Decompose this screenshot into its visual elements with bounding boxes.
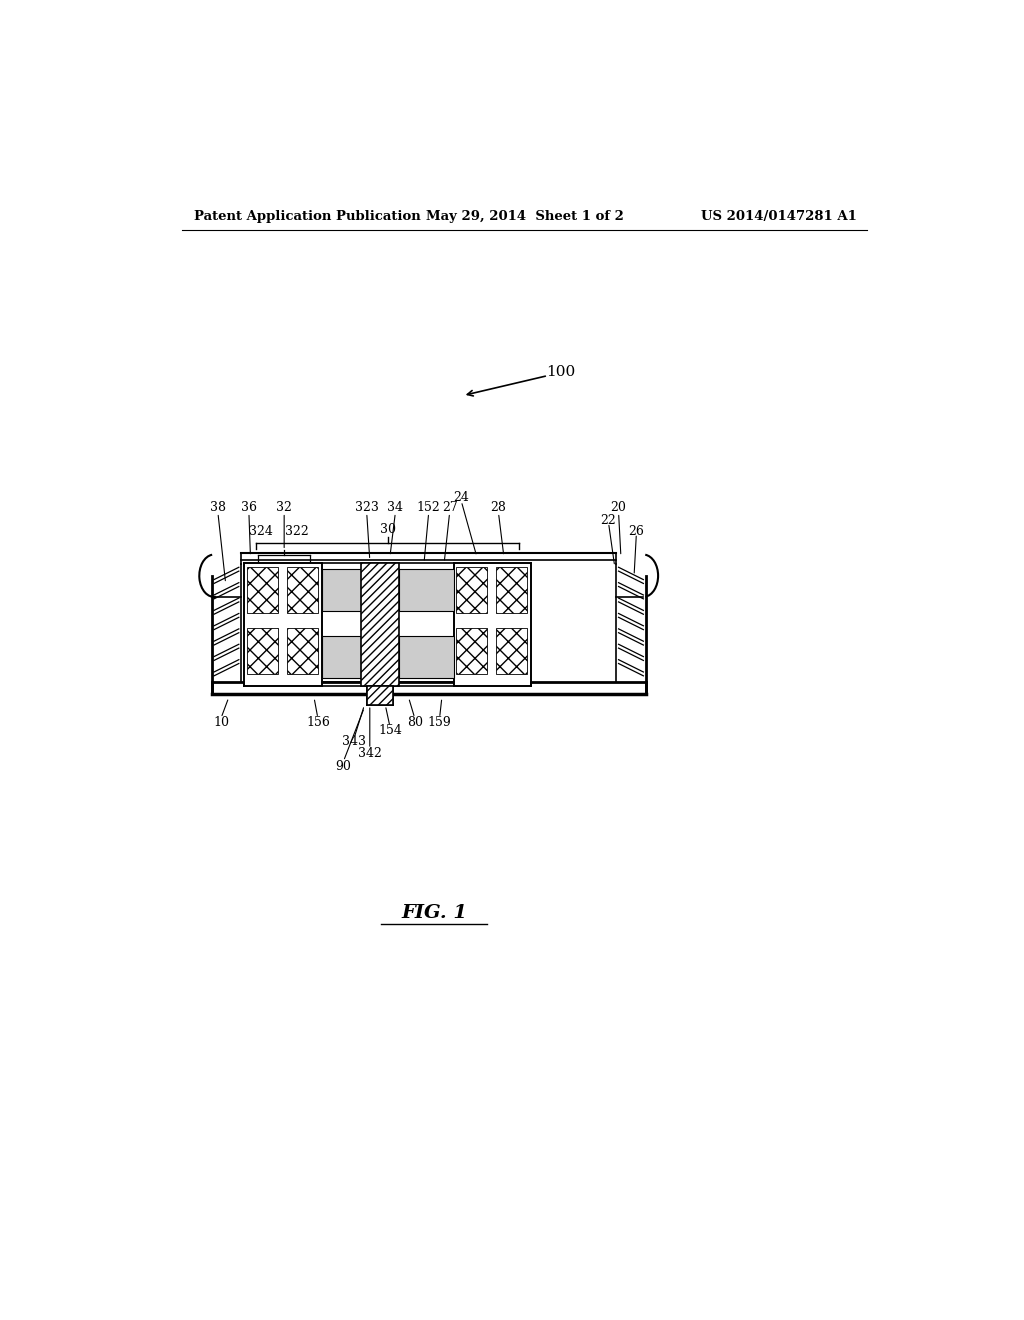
Bar xyxy=(456,566,486,612)
Bar xyxy=(399,636,454,678)
Bar xyxy=(454,562,531,686)
Text: 156: 156 xyxy=(306,717,330,730)
Text: Patent Application Publication: Patent Application Publication xyxy=(194,210,421,223)
Bar xyxy=(367,686,393,705)
Text: 343: 343 xyxy=(342,735,367,748)
Text: May 29, 2014  Sheet 1 of 2: May 29, 2014 Sheet 1 of 2 xyxy=(426,210,624,223)
Text: 152: 152 xyxy=(417,502,440,515)
Bar xyxy=(322,569,360,611)
Bar xyxy=(287,566,317,612)
Text: 20: 20 xyxy=(610,502,627,515)
Bar xyxy=(247,566,278,612)
Text: FIG. 1: FIG. 1 xyxy=(401,904,467,921)
Text: 36: 36 xyxy=(241,502,257,515)
Text: 22: 22 xyxy=(601,513,616,527)
Text: 26: 26 xyxy=(629,524,644,537)
Text: 10: 10 xyxy=(213,717,229,730)
Text: 159: 159 xyxy=(428,717,452,730)
Bar xyxy=(322,636,360,678)
Text: 154: 154 xyxy=(378,723,401,737)
Text: 30: 30 xyxy=(380,523,395,536)
Bar xyxy=(496,566,527,612)
Text: 80: 80 xyxy=(407,717,423,730)
Bar xyxy=(287,628,317,675)
Text: 324: 324 xyxy=(250,524,273,537)
Text: 27: 27 xyxy=(441,502,458,515)
Text: 32: 32 xyxy=(276,502,292,515)
Text: 323: 323 xyxy=(354,502,379,515)
Bar xyxy=(247,628,278,675)
Text: 28: 28 xyxy=(490,502,507,515)
Bar xyxy=(496,628,527,675)
Text: 342: 342 xyxy=(357,747,382,760)
Bar xyxy=(360,562,399,686)
Text: 90: 90 xyxy=(336,760,351,774)
Text: 24: 24 xyxy=(454,491,469,504)
Text: 38: 38 xyxy=(210,502,226,515)
Bar xyxy=(399,569,454,611)
Text: 322: 322 xyxy=(285,524,309,537)
Bar xyxy=(212,682,646,693)
Text: US 2014/0147281 A1: US 2014/0147281 A1 xyxy=(700,210,856,223)
Text: 34: 34 xyxy=(387,502,403,515)
Bar xyxy=(245,562,322,686)
Bar xyxy=(456,628,486,675)
Text: 100: 100 xyxy=(546,366,575,379)
